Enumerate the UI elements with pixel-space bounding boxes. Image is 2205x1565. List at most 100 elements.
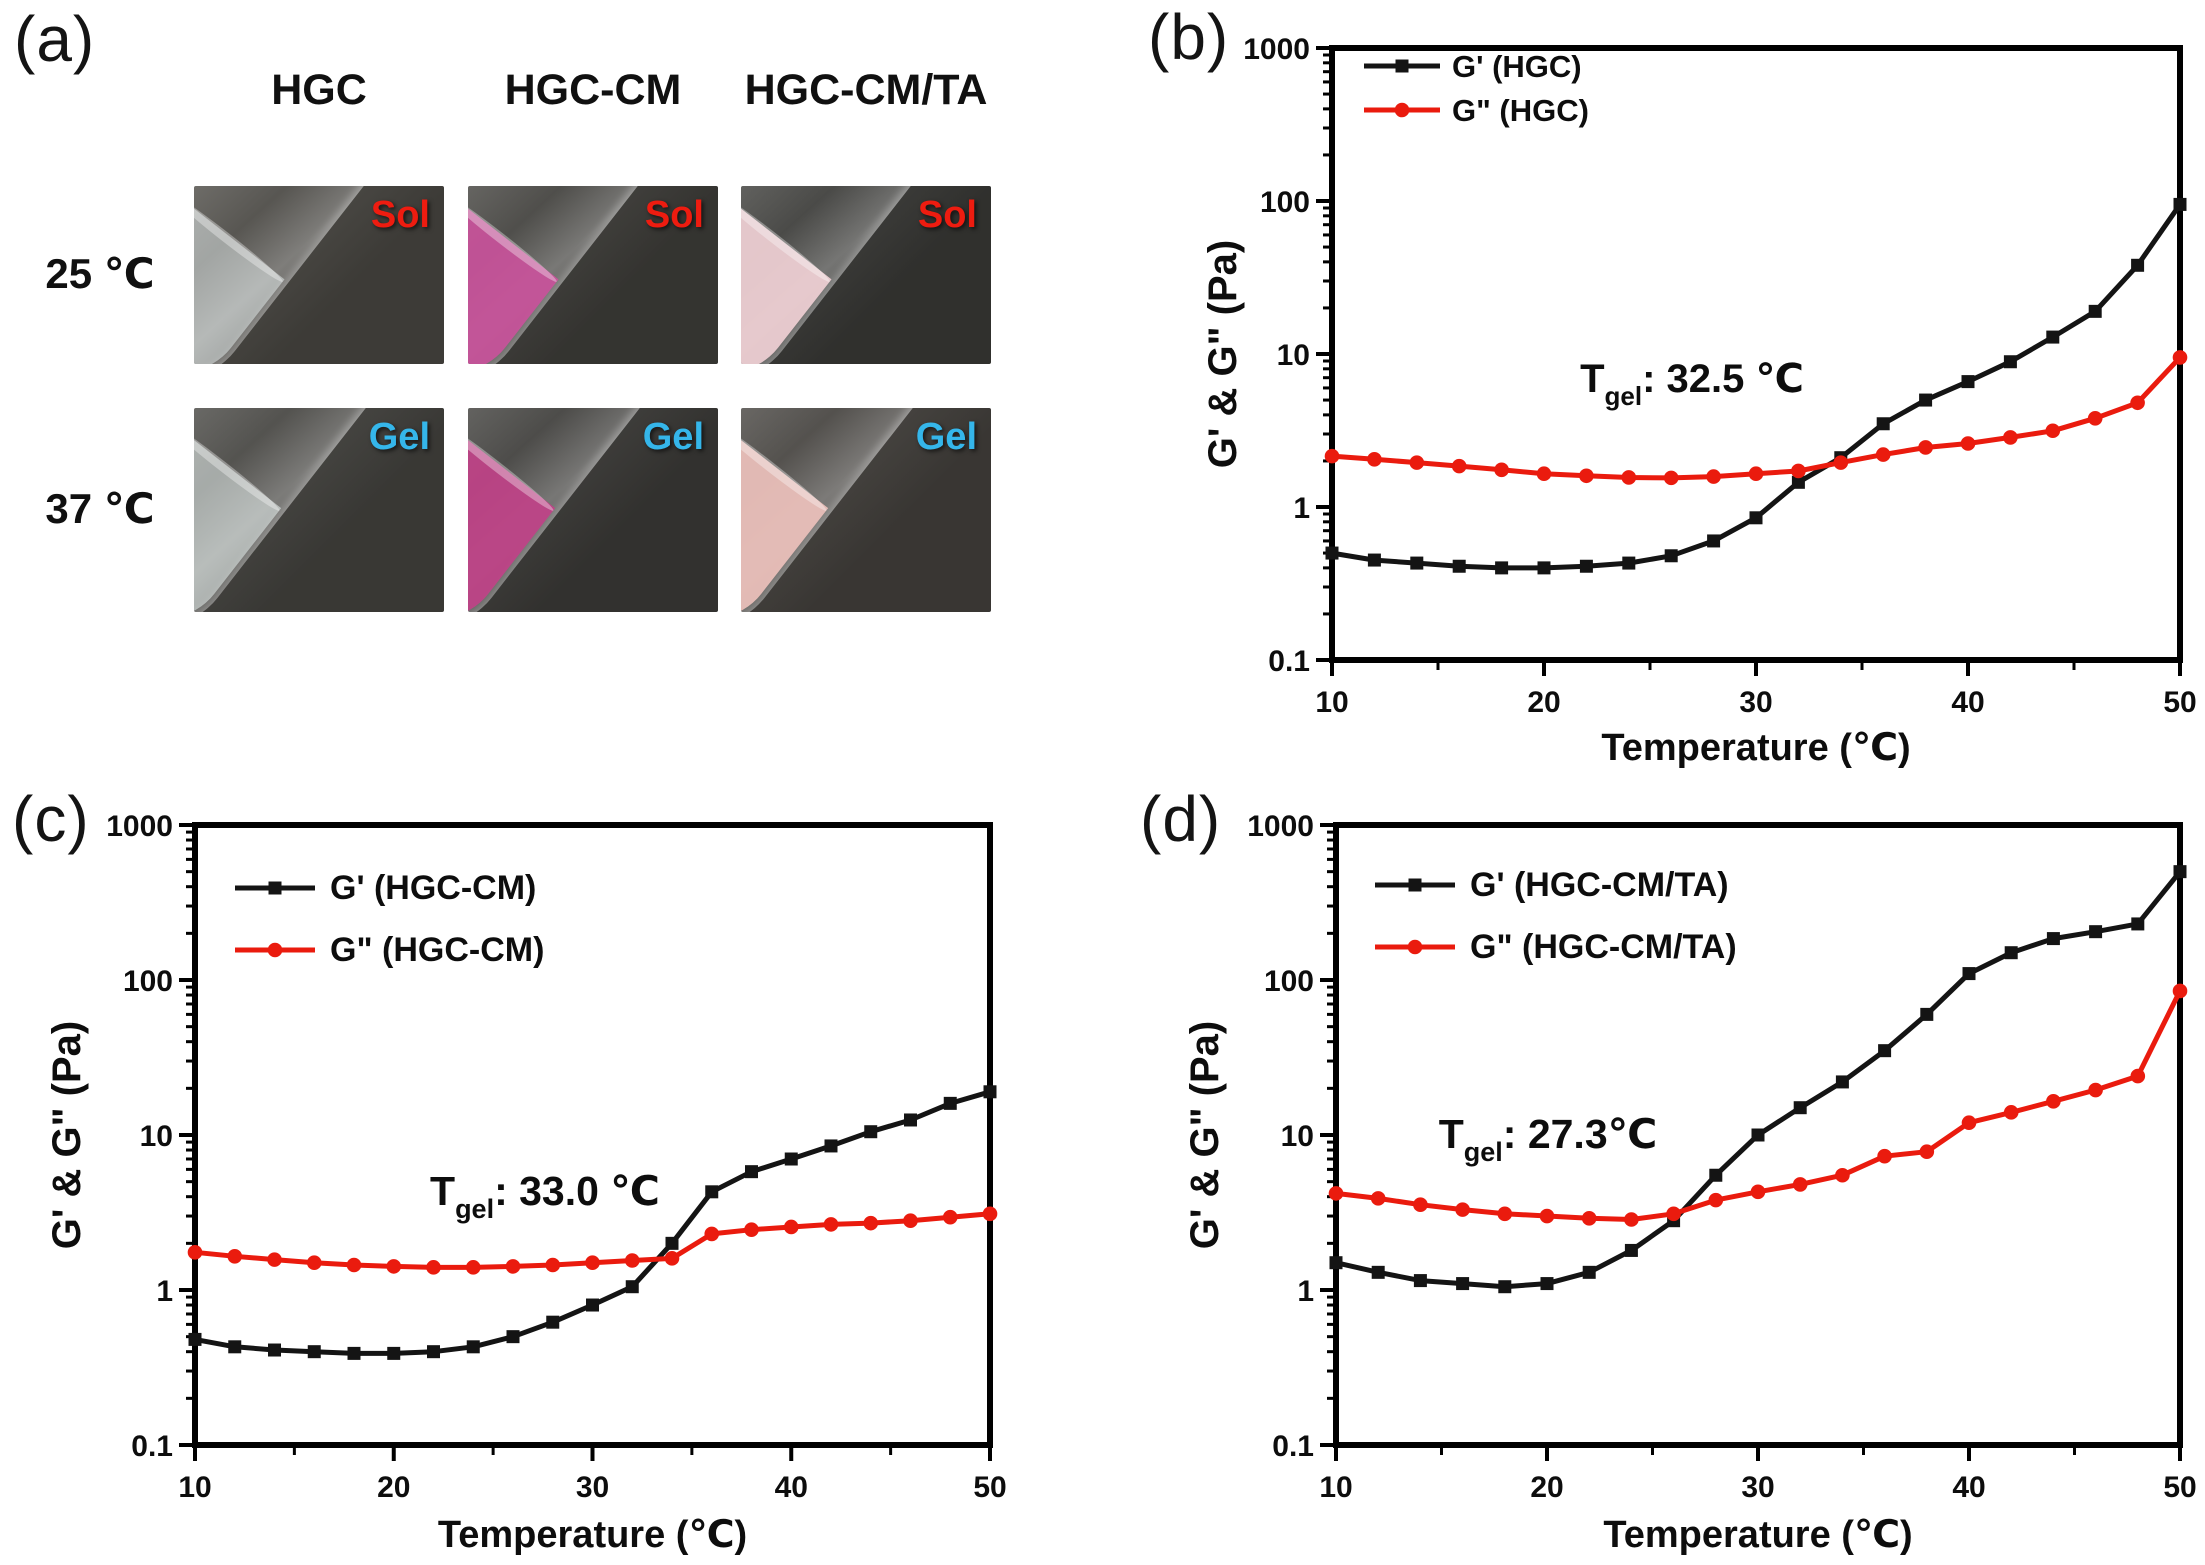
x-tick-label: 10 [1319,1471,1352,1504]
data-point-circle [2172,350,2188,365]
annotation-tgel: Tgel: 33.0 ℃ [430,1168,660,1224]
chart-panel-d: 0.1 1 10 100 1000 10 20 30 40 50 Temperature (℃) G'… [1130,780,2205,1565]
data-point-circle [346,1257,362,1273]
row-label-37c: 37 ℃ [45,485,155,532]
x-tick-label: 10 [178,1471,211,1504]
x-axis-title: Temperature (℃) [1603,1514,1912,1556]
data-point-square [1920,1007,1934,1021]
data-point-circle [982,1206,998,1222]
y-tick-label: 10 [1277,339,1310,372]
y-tick-label: 100 [123,965,173,998]
series-g-double-prime [187,1206,998,1275]
y-tick-label: 100 [1260,186,1310,219]
x-tick-label: 20 [1530,1471,1563,1504]
data-point-circle [1324,448,1340,464]
data-point-square [864,1125,878,1139]
data-point-square [268,1343,281,1357]
chart-panel-c: 0.1 1 10 100 1000 10 20 30 40 50 Temperature (℃) G'… [0,780,1010,1565]
y-axis: 0.1 1 10 100 1000 [1247,810,1336,1463]
data-point-circle [624,1253,640,1268]
legend: G' (HGC-CM) G" (HGC-CM) [235,869,544,969]
data-point-circle [664,1251,680,1266]
series-g-double-prime [1328,983,2188,1227]
data-point-circle [1666,1206,1681,1222]
data-point-circle [1792,1177,1808,1192]
chart-panel-b: 0.1 1 10 100 1000 10 20 30 40 50 Temperature (℃) G'… [1140,0,2205,780]
legend-label: G" (HGC) [1452,93,1589,128]
row-label-25c: 25 ℃ [45,250,155,297]
legend-label: G' (HGC) [1452,49,1582,84]
data-point-circle [386,1259,402,1274]
state-label-gel: Gel [368,416,430,458]
data-point-circle [1370,1191,1386,1206]
data-point-square [665,1236,679,1250]
x-tick-label: 40 [1951,686,1984,719]
state-label-sol: Sol [644,194,704,236]
data-point-circle [1581,1211,1597,1226]
data-point-circle [2172,983,2188,999]
data-point-circle [505,1259,521,1274]
panel-a: HGC HGC-CM HGC-CM/TA 25 ℃ 37 ℃ Sol Sol Sol Gel Ge… [0,0,1140,780]
data-point-square [1876,417,1890,431]
data-point-square [1410,556,1424,570]
data-point-circle [744,1222,759,1237]
legend-label: G" (HGC-CM) [330,931,544,969]
data-point-circle [187,1245,203,1260]
vial-photo-HGC-CM/TA-37c: Gel [741,408,991,612]
data-point-square [1709,1168,1723,1182]
data-point-circle [1877,1148,1892,1164]
y-tick-label: 1 [1297,1275,1314,1308]
data-point-circle [863,1215,879,1231]
data-point-square [2131,917,2145,931]
data-point-circle [2088,1082,2103,1098]
data-point-square [1408,878,1422,892]
column-header-HGC-CM: HGC-CM [504,66,682,114]
series-g-double-prime [1324,350,2188,486]
data-point-square [427,1345,440,1359]
data-point-square [466,1340,480,1354]
vial-photo-HGC-25c: Sol [194,186,444,364]
data-point-circle [2130,1068,2146,1084]
x-tick-label: 10 [1315,686,1348,719]
vial-photo-HGC-CM-37c: Gel [468,408,718,612]
legend-label: G" (HGC-CM/TA) [1470,928,1737,966]
data-point-circle [1748,466,1764,482]
data-point-square [2003,355,2017,369]
data-point-circle [1706,469,1721,484]
data-point-circle [1539,1208,1555,1224]
data-point-circle [2003,430,2018,445]
data-point-circle [942,1209,958,1225]
annotation-tgel: Tgel: 27.3℃ [1439,1111,1658,1167]
x-tick-label: 30 [1741,1471,1774,1504]
data-point-circle [1791,463,1806,479]
series-g-prime [188,1085,997,1360]
data-point-square [506,1330,520,1344]
data-point-square [1371,1265,1385,1279]
y-tick-label: 10 [140,1120,173,1153]
data-point-square [625,1280,639,1294]
data-point-circle [1961,1115,1977,1131]
data-point-square [1622,556,1636,570]
x-tick-label: 40 [775,1471,808,1504]
data-point-circle [2046,1093,2061,1109]
data-point-circle [1875,447,1891,462]
data-point-circle [2130,395,2145,411]
data-point-square [2046,932,2060,946]
data-point-square [228,1340,242,1354]
legend-label: G' (HGC-CM/TA) [1470,866,1729,904]
x-axis: 10 20 30 40 50 [1319,1445,2197,1504]
data-point-square [1367,553,1381,567]
chart-svg-d: 0.1 1 10 100 1000 10 20 30 40 50 Temperature (℃) G'… [1183,810,2197,1556]
panel-a-letter: (a) [14,3,96,75]
data-point-circle [1621,470,1637,485]
data-point-square [1878,1044,1892,1058]
vial-photo-HGC-37c: Gel [194,408,444,612]
data-point-circle [1750,1184,1766,1200]
data-point-circle [1960,436,1976,451]
state-label-gel: Gel [642,416,704,458]
data-point-square [824,1139,838,1153]
data-point-circle [1451,458,1467,474]
data-point-square [1325,546,1339,560]
data-point-square [1624,1243,1638,1257]
